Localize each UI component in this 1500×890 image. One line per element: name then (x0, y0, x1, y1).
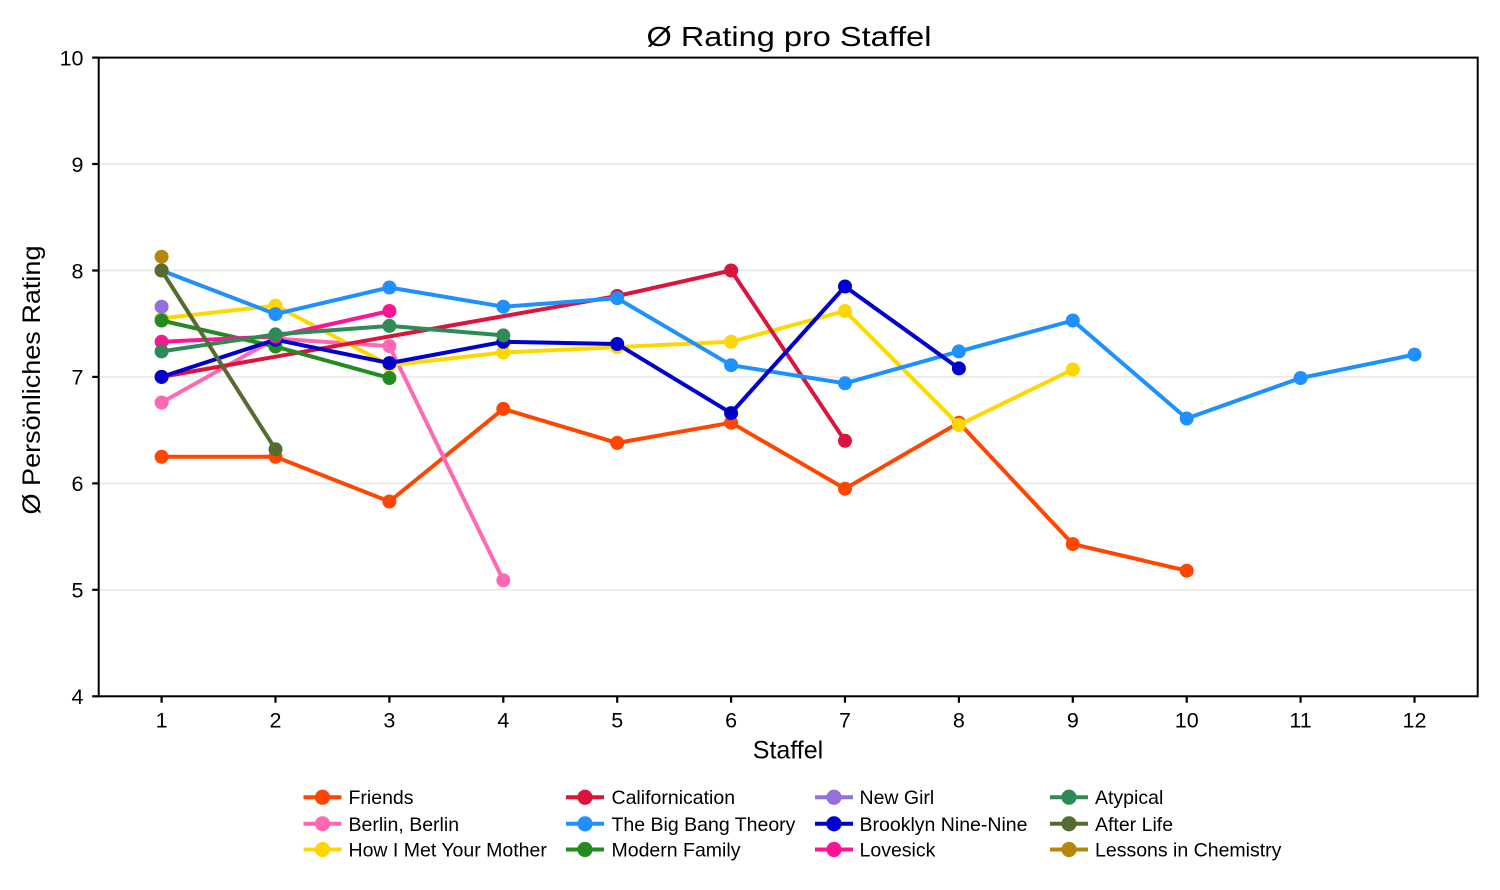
svg-text:6: 6 (72, 472, 84, 496)
svg-text:Californication: Californication (612, 787, 736, 809)
svg-text:Staffel: Staffel (753, 737, 823, 765)
svg-text:2: 2 (270, 709, 282, 733)
svg-text:5: 5 (611, 709, 623, 733)
svg-text:Ø Persönliches Rating: Ø Persönliches Rating (18, 246, 46, 515)
svg-text:10: 10 (60, 46, 84, 70)
svg-text:Atypical: Atypical (1095, 787, 1163, 809)
svg-text:4: 4 (72, 685, 84, 709)
svg-text:10: 10 (1175, 709, 1199, 733)
svg-text:After Life: After Life (1095, 814, 1173, 836)
svg-text:Brooklyn Nine-Nine: Brooklyn Nine-Nine (860, 814, 1028, 836)
svg-text:8: 8 (72, 259, 84, 283)
svg-text:9: 9 (1067, 709, 1079, 733)
svg-text:7: 7 (839, 709, 851, 733)
svg-text:3: 3 (383, 709, 395, 733)
svg-text:Modern Family: Modern Family (612, 840, 741, 862)
svg-text:11: 11 (1289, 709, 1311, 733)
svg-text:Ø Rating pro Staffel: Ø Rating pro Staffel (647, 21, 932, 52)
svg-text:1: 1 (156, 709, 168, 733)
svg-text:Lovesick: Lovesick (860, 840, 936, 862)
svg-text:9: 9 (72, 153, 84, 177)
svg-text:12: 12 (1403, 709, 1427, 733)
svg-text:How I Met Your Mother: How I Met Your Mother (349, 840, 548, 862)
svg-text:6: 6 (725, 709, 737, 733)
svg-text:Friends: Friends (349, 787, 414, 809)
svg-text:Berlin, Berlin: Berlin, Berlin (349, 814, 460, 836)
svg-text:New Girl: New Girl (860, 787, 935, 809)
svg-text:5: 5 (72, 579, 84, 603)
svg-text:4: 4 (497, 709, 509, 733)
svg-text:7: 7 (72, 366, 84, 390)
svg-text:8: 8 (953, 709, 965, 733)
svg-text:The Big Bang Theory: The Big Bang Theory (612, 814, 796, 836)
svg-text:Lessons in Chemistry: Lessons in Chemistry (1095, 840, 1282, 862)
